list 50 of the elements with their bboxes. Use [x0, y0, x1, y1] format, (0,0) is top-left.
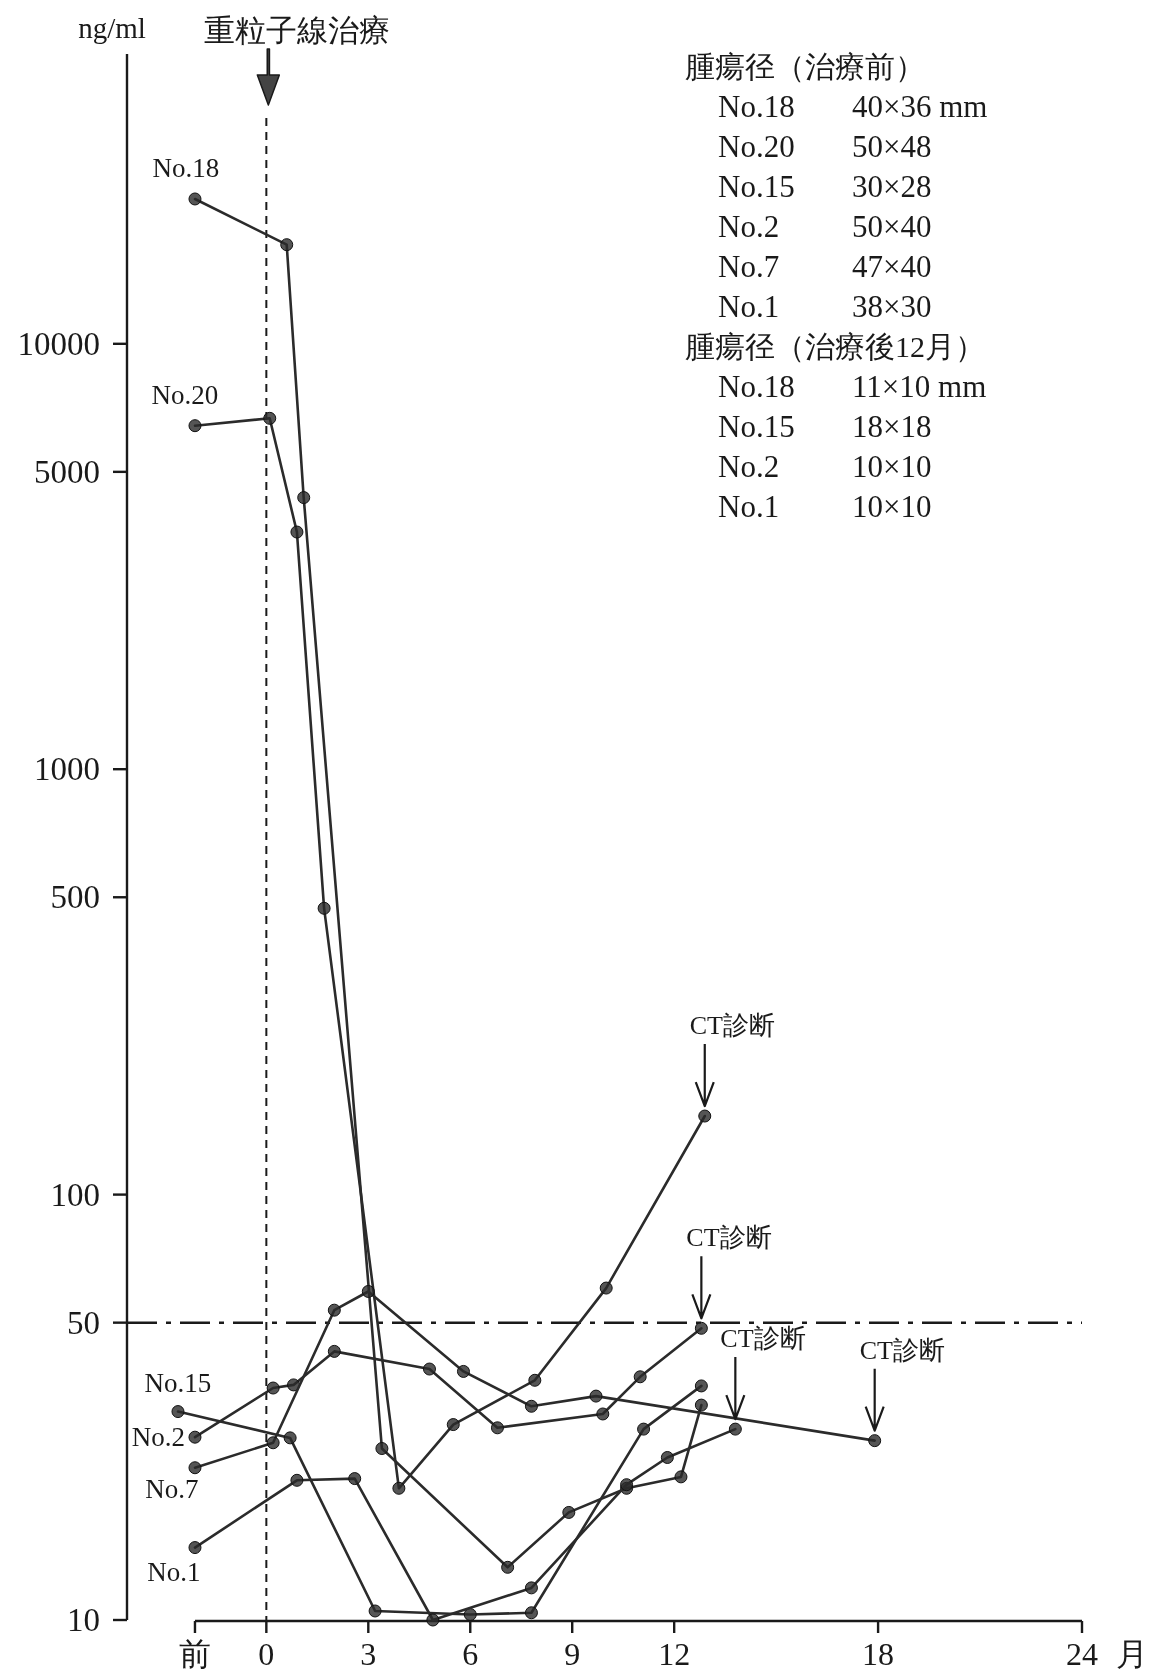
x-tick-label: 18: [862, 1636, 895, 1672]
y-tick-label: 10: [67, 1602, 100, 1638]
note-text: 40×36 mm: [852, 89, 988, 124]
note-text: No.18: [718, 369, 795, 404]
note-text: No.2: [718, 209, 780, 244]
y-tick-label: 1000: [34, 751, 100, 788]
note-text: 50×48: [852, 129, 932, 164]
note-text: 10×10: [852, 449, 932, 484]
series-label: No.2: [131, 1422, 185, 1453]
note-text: 11×10 mm: [852, 369, 987, 404]
y-tick-label: 100: [50, 1176, 100, 1213]
series-label: No.15: [144, 1367, 212, 1398]
x-tick-label: 6: [462, 1636, 479, 1672]
note-text: No.2: [718, 449, 780, 484]
note-text: 18×18: [852, 409, 932, 444]
note-text: 30×28: [852, 169, 932, 204]
annotation: CT診断: [859, 1335, 945, 1365]
annotation: CT診断: [720, 1324, 806, 1354]
x-tick-label: 24: [1066, 1636, 1098, 1672]
note-text: No.18: [718, 89, 795, 124]
x-tick-label: 9: [564, 1636, 581, 1672]
series-label: No.1: [147, 1556, 201, 1587]
note-text: 38×30: [852, 289, 932, 324]
note-heading: 腫瘍径（治療後12月）: [685, 330, 985, 363]
note-text: No.20: [718, 129, 795, 164]
note-text: No.15: [718, 409, 795, 444]
y-tick-label: 500: [50, 879, 100, 916]
x-tick-label: 12: [658, 1636, 691, 1672]
x-axis-title: 月: [1116, 1636, 1148, 1672]
series-label: No.20: [151, 379, 219, 410]
note-text: No.1: [718, 289, 780, 324]
y-tick-label: 50: [67, 1304, 100, 1341]
series-label: No.7: [145, 1473, 199, 1504]
x-tick-label: 0: [258, 1636, 275, 1672]
note-text: No.15: [718, 169, 795, 204]
y-tick-label: 10000: [17, 325, 100, 362]
ref-line-label: 重粒子線治療: [204, 13, 391, 48]
annotation: CT診断: [686, 1223, 772, 1253]
note-heading: 腫瘍径（治療前）: [685, 50, 925, 83]
x-tick-label: 前: [178, 1636, 211, 1672]
note-text: 10×10: [852, 489, 932, 524]
y-axis-title: ng/ml: [78, 12, 146, 44]
series-label: No.18: [152, 153, 220, 183]
annotation: CT診断: [689, 1011, 775, 1041]
x-tick-label: 3: [360, 1636, 377, 1672]
note-text: No.7: [718, 249, 780, 284]
y-tick-label: 5000: [34, 453, 100, 490]
note-text: No.1: [718, 489, 780, 524]
note-text: 47×40: [852, 249, 932, 284]
note-text: 50×40: [852, 209, 932, 244]
